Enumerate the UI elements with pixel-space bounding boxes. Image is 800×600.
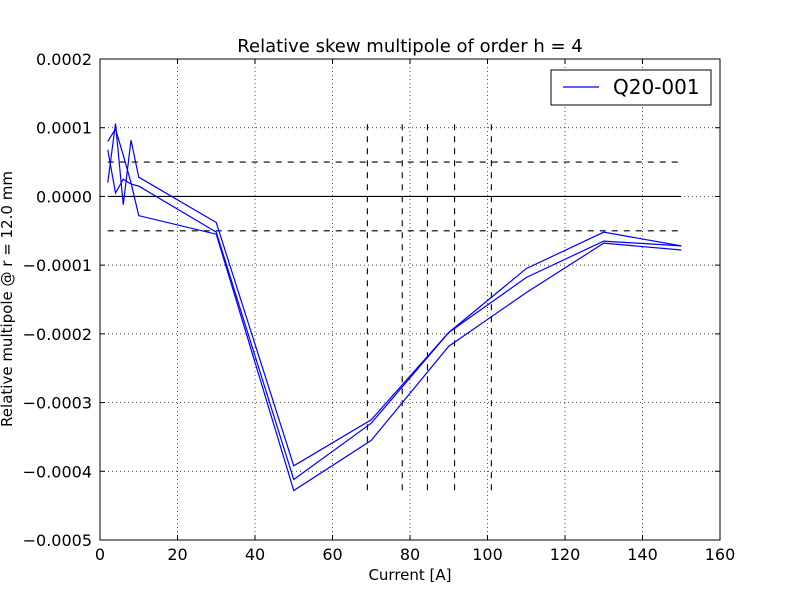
- chart-title: Relative skew multipole of order h = 4: [237, 36, 582, 57]
- x-axis-title: Current [A]: [368, 566, 451, 584]
- x-tick-label: 120: [550, 545, 581, 564]
- series-line-3: [107, 127, 682, 492]
- y-tick-label: 0.0002: [36, 50, 92, 69]
- reference-lines: [107, 124, 682, 492]
- x-tick-label: 40: [245, 545, 265, 564]
- y-tick-label: −0.0002: [23, 325, 92, 344]
- legend: Q20-001: [550, 69, 712, 106]
- series-line-1: [107, 123, 682, 467]
- x-tick-label: 100: [472, 545, 503, 564]
- x-tick-label: 140: [627, 545, 658, 564]
- y-tick-label: −0.0001: [23, 256, 92, 275]
- series-layer: [107, 123, 682, 492]
- y-tick-label: −0.0003: [23, 394, 92, 413]
- x-tick-label: 80: [400, 545, 420, 564]
- y-tick-label: 0.0001: [36, 119, 92, 138]
- x-tick-label: 0: [95, 545, 105, 564]
- tick-layer: 0 20 40 60 80 100 120 140 160 −0.0005 −0.0004 −0.00…: [23, 50, 736, 564]
- x-tick-label: 60: [322, 545, 342, 564]
- x-tick-label: 160: [705, 545, 736, 564]
- y-tick-label: −0.0004: [23, 462, 92, 481]
- y-tick-label: −0.0005: [23, 531, 92, 550]
- series-line-2: [107, 149, 682, 481]
- y-tick-label: 0.0000: [36, 187, 92, 206]
- x-tick-label: 20: [167, 545, 187, 564]
- legend-entry-q20-001: Q20-001: [613, 75, 700, 99]
- y-axis-title: Relative multipole @ r = 12.0 mm: [0, 171, 16, 427]
